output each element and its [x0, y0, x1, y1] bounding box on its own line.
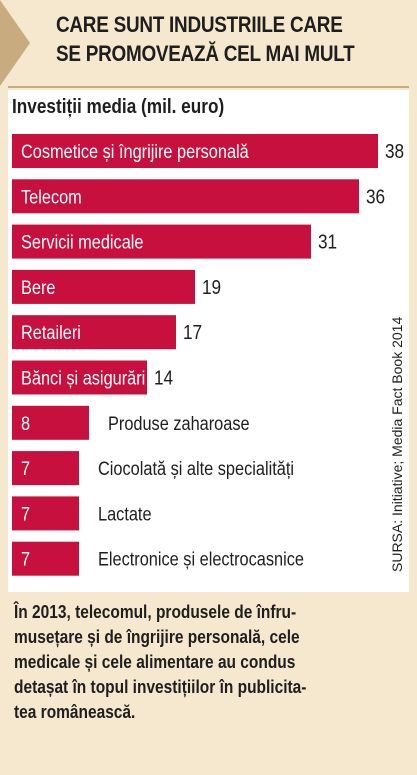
bar-9 — [12, 496, 79, 531]
category-label: Cosmetice și îngrijire personală — [21, 141, 249, 162]
value-label: 14 — [154, 366, 173, 389]
footnote-line-3: medicale și cele alimentare au condus — [14, 652, 296, 672]
bar-1 — [12, 134, 378, 168]
value-label: 31 — [318, 230, 337, 253]
header: CARE SUNT INDUSTRIILE CARE SE PROMOVEAZĂ… — [0, 0, 417, 86]
category-label: Bănci și asigurări — [21, 367, 145, 388]
category-label: Ciocolată și alte specialități — [98, 458, 294, 479]
footnote-line-1: În 2013, telecomul, produsele de înfru- — [14, 602, 297, 622]
bar-2 — [12, 179, 359, 214]
chart-title-line-1: CARE SUNT INDUSTRIILE CARE — [56, 12, 343, 37]
value-label: 8 — [21, 413, 30, 434]
value-label: 38 — [385, 140, 404, 163]
value-label: 7 — [21, 503, 30, 524]
value-label: 19 — [202, 276, 221, 299]
category-label: Servicii medicale — [21, 231, 144, 252]
footer — [0, 592, 417, 775]
category-label: Bere — [21, 277, 56, 298]
chart-title: CARE SUNT INDUSTRIILE CARE SE PROMOVEAZĂ… — [56, 10, 357, 68]
category-label: Electronice și electrocasnice — [98, 549, 304, 570]
category-label: Lactate — [98, 503, 152, 524]
bar-chart: Cosmetice și îngrijire personală 38 Teleco… — [12, 134, 404, 576]
footnote-line-2: musețare și de îngrijire personală, cele — [14, 627, 300, 647]
bar-10 — [12, 541, 79, 576]
value-label: 7 — [21, 549, 30, 570]
bar-3 — [12, 224, 311, 259]
footnote-line-4: detașat în topul investițiilor în public… — [14, 677, 307, 697]
value-label: 36 — [366, 185, 385, 208]
source-credit: SURSA: Initiative; Media Fact Book 2014 — [389, 316, 405, 572]
bar-8 — [12, 451, 79, 486]
bar-5 — [12, 315, 176, 350]
chart-subtitle: Investiții media (mil. euro) — [12, 96, 225, 118]
header-triangle — [0, 0, 30, 86]
footnote-line-5: tea românească. — [14, 702, 136, 722]
category-label: Telecom — [21, 186, 82, 207]
footnote: În 2013, telecomul, produsele de înfru- … — [14, 600, 398, 725]
category-label: Produse zaharoase — [108, 413, 250, 434]
value-label: 17 — [183, 321, 202, 344]
chart-title-line-2: SE PROMOVEAZĂ CEL MAI MULT — [56, 41, 355, 66]
category-label: Retaileri — [21, 322, 81, 343]
bar-6 — [12, 360, 147, 395]
bar-4 — [12, 269, 195, 304]
bar-7 — [12, 405, 89, 440]
header-divider — [8, 86, 409, 88]
value-label: 7 — [21, 458, 30, 479]
